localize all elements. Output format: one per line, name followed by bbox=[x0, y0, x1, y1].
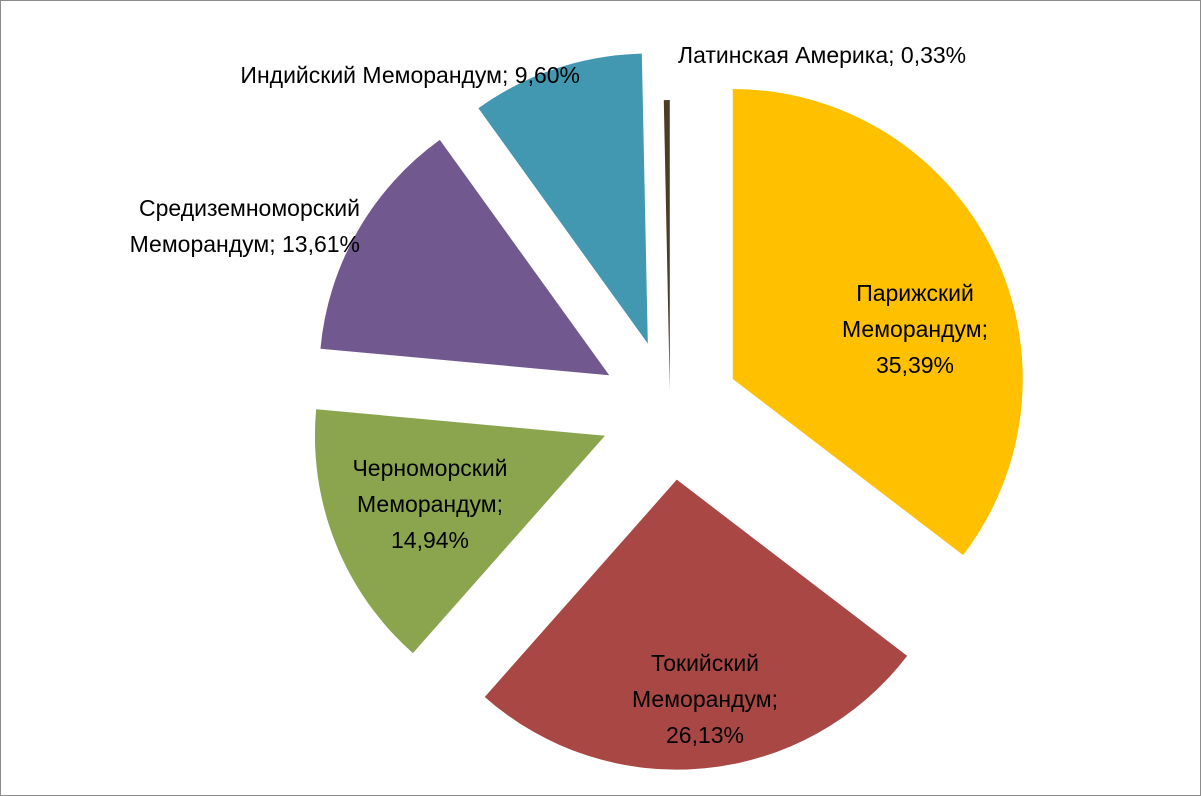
category-label: Индийский Меморандум; bbox=[240, 62, 509, 88]
value-label: 9,60% bbox=[514, 62, 580, 88]
category-label: Парижский Меморандум; bbox=[842, 280, 988, 342]
data-label: Парижский Меморандум; 35,39% bbox=[800, 275, 1030, 383]
category-label: Токийский Меморандум; bbox=[632, 650, 778, 712]
pie-slice bbox=[732, 88, 1023, 556]
category-label: Черноморский Меморандум; bbox=[352, 455, 508, 517]
value-label: 26,13% bbox=[665, 722, 744, 748]
pie-slice bbox=[484, 479, 908, 770]
value-label: 0,33% bbox=[900, 42, 967, 68]
pie-slice bbox=[320, 139, 610, 376]
data-label: Индийский Меморандум; 9,60% bbox=[60, 57, 580, 93]
pie-slice bbox=[314, 409, 605, 654]
data-label: Средиземноморский Меморандум; 13,61% bbox=[20, 190, 360, 262]
pie-slice bbox=[478, 53, 648, 344]
pie-slice bbox=[663, 100, 670, 391]
category-label: Латинская Америка; bbox=[678, 42, 895, 68]
data-label: Латинская Америка; 0,33% bbox=[678, 37, 1098, 73]
category-label: Средиземноморский Меморандум; bbox=[129, 195, 360, 257]
data-label: Токийский Меморандум; 26,13% bbox=[590, 645, 820, 753]
data-label: Черноморский Меморандум; 14,94% bbox=[315, 450, 545, 558]
value-label: 35,39% bbox=[875, 352, 954, 378]
value-label: 13,61% bbox=[281, 231, 360, 257]
value-label: 14,94% bbox=[390, 527, 469, 553]
